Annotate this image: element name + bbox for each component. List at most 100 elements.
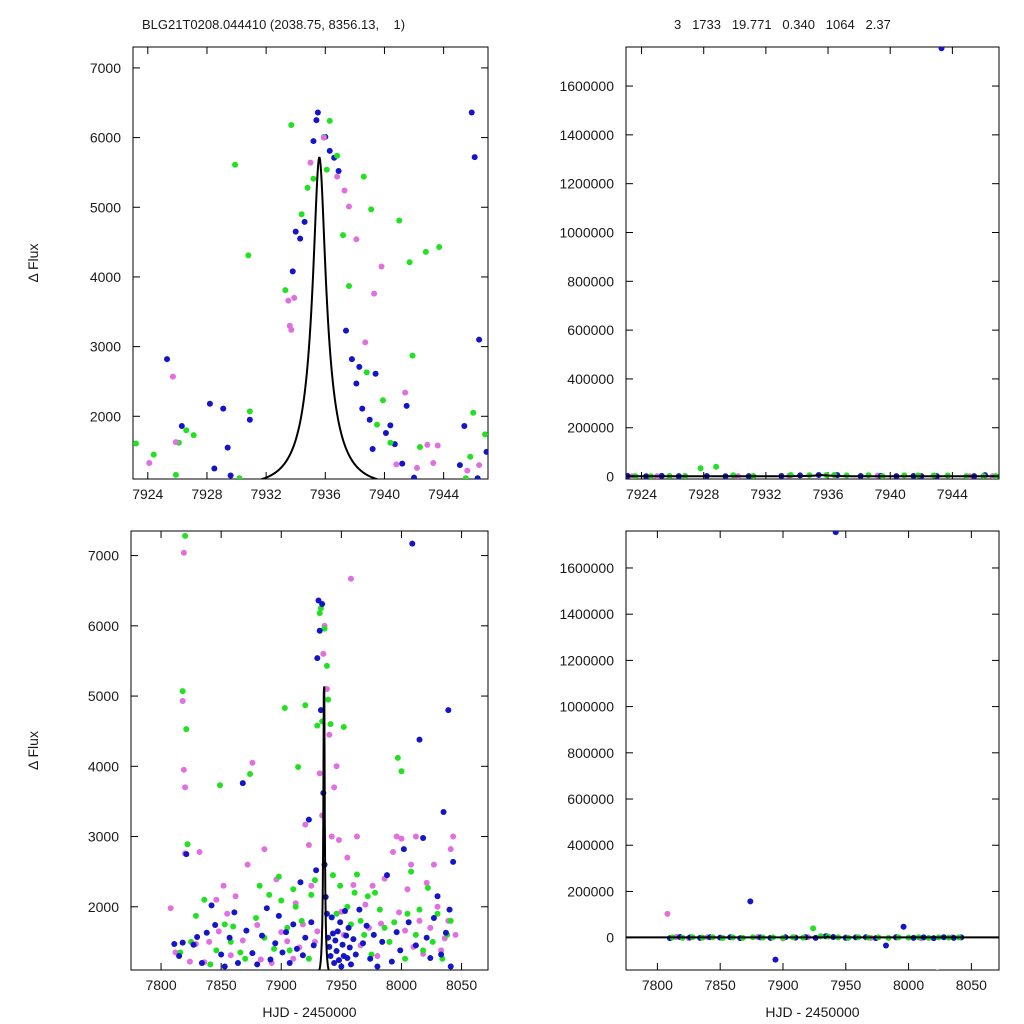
data-point (340, 232, 347, 239)
data-point (302, 702, 309, 709)
data-point (374, 421, 381, 428)
data-point (408, 868, 415, 875)
data-point (430, 915, 437, 922)
x-tick-label: 7850 (705, 977, 736, 993)
data-point (226, 934, 233, 941)
data-point (314, 109, 321, 116)
data-point (183, 851, 190, 858)
data-point (404, 886, 411, 893)
data-point (227, 472, 234, 479)
data-point (227, 952, 234, 959)
y-tick-label: 200000 (567, 883, 614, 899)
data-point (316, 627, 323, 634)
data-point (412, 833, 419, 840)
data-point (402, 389, 409, 396)
data-point (341, 187, 348, 194)
data-point (434, 442, 441, 449)
data-point (335, 837, 342, 844)
data-point (291, 294, 298, 301)
data-point (316, 610, 323, 617)
data-point (254, 922, 261, 929)
data-point (203, 929, 210, 936)
data-point (416, 906, 423, 913)
data-point (295, 764, 302, 771)
data-point (180, 766, 187, 773)
data-point (237, 949, 244, 956)
data-point (305, 816, 312, 823)
data-point (290, 921, 297, 928)
data-point (400, 846, 407, 853)
data-point (476, 462, 483, 469)
data-point (335, 957, 342, 964)
data-point (288, 122, 295, 129)
y-tick-label: 4000 (90, 269, 121, 285)
data-point (184, 841, 191, 848)
data-point (242, 955, 249, 962)
data-point (408, 861, 415, 868)
data-point (323, 166, 330, 173)
data-point (396, 217, 403, 224)
data-point (183, 427, 190, 434)
data-point (350, 936, 357, 943)
data-point (345, 203, 352, 210)
data-point (310, 138, 317, 145)
data-point (382, 430, 389, 437)
data-point (357, 917, 364, 924)
data-point (224, 444, 231, 451)
data-point (374, 952, 381, 959)
data-point (263, 905, 270, 912)
data-point (216, 782, 223, 789)
data-point (220, 405, 227, 412)
data-point (427, 955, 434, 962)
data-point (356, 906, 363, 913)
data-point (882, 942, 889, 949)
data-point (398, 768, 405, 775)
data-point (429, 938, 436, 945)
data-point (254, 961, 261, 968)
data-point (430, 861, 437, 868)
data-point (249, 759, 256, 766)
data-point (239, 780, 246, 787)
data-point (328, 914, 335, 921)
data-point (186, 958, 193, 965)
x-tick-label: 7936 (812, 486, 843, 502)
panel-top-right: 7924 7928 7932 7936 7940 7944 0 200000 400000 600… (559, 46, 1000, 502)
data-point (212, 922, 219, 929)
data-point (329, 872, 336, 879)
data-point (397, 947, 404, 954)
data-point (378, 920, 385, 927)
data-point (310, 175, 317, 182)
data-point (447, 917, 454, 924)
data-point (314, 722, 321, 729)
y-tick-label: 0 (606, 469, 614, 485)
data-point (146, 459, 153, 466)
data-point (467, 453, 474, 460)
data-point (374, 963, 381, 970)
data-point (206, 938, 213, 945)
data-point (275, 873, 282, 880)
data-point (368, 206, 375, 213)
data-point (183, 726, 190, 733)
data-point (304, 184, 311, 191)
data-point (182, 532, 189, 539)
data-point (335, 168, 342, 175)
y-tick-label: 1200000 (559, 176, 614, 192)
x-tick-label: 7928 (191, 486, 222, 502)
data-point (285, 297, 292, 304)
data-point (221, 921, 228, 928)
data-point (314, 928, 321, 935)
data-point (378, 263, 385, 270)
x-tick-label: 7936 (310, 486, 341, 502)
data-point (341, 907, 348, 914)
x-tick-label: 7950 (830, 977, 861, 993)
x-axis-label: HJD - 2450000 (262, 1004, 356, 1020)
data-point (182, 784, 189, 791)
data-point (713, 463, 720, 470)
data-point (476, 336, 483, 343)
data-point (359, 940, 366, 947)
data-point (900, 923, 907, 930)
data-point (344, 955, 351, 962)
y-tick-label: 600000 (567, 791, 614, 807)
data-point (402, 927, 409, 934)
data-point (337, 882, 344, 889)
